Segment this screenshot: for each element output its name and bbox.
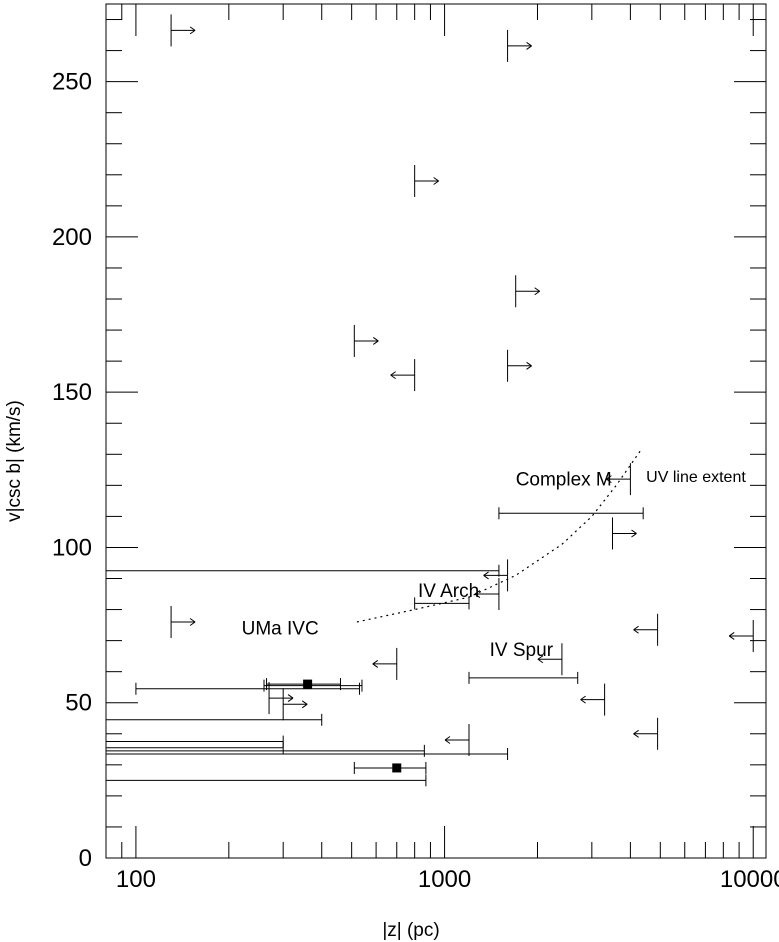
upper-limit-arrow-head-b: [606, 478, 612, 484]
upper-limit-arrow-head-b: [580, 699, 586, 704]
upper-limit-arrow: [580, 683, 606, 716]
lower-limit-arrow-head-b: [301, 703, 308, 709]
upper-limit-arrow: [633, 717, 659, 750]
lower-limit-arrow-head-a: [631, 529, 637, 534]
x-axis-label: |z| (pc): [382, 920, 439, 941]
upper-limit-arrow-head-b: [633, 629, 639, 634]
upper-limit-arrow: [390, 359, 416, 392]
range-bar: [105, 735, 284, 748]
range-bar: [105, 774, 427, 787]
plot-frame: [105, 3, 767, 859]
lower-limit-arrow-head-b: [287, 697, 294, 702]
upper-limit-arrow: [483, 559, 509, 592]
y-tick-label: 150: [52, 379, 92, 406]
lower-limit-arrow: [507, 29, 532, 62]
range-bar: [498, 507, 644, 520]
upper-limit-arrow-head-b: [372, 663, 379, 668]
upper-limit-arrow-head-a: [606, 475, 612, 480]
upper-limit-arrow-head-a: [728, 632, 735, 637]
upper-limit-arrow: [474, 578, 500, 611]
lower-limit-arrow-head-a: [534, 287, 540, 292]
upper-limit-arrow: [444, 723, 470, 756]
annotation-label: Complex M: [516, 469, 612, 490]
x-tick-label: 1000: [418, 866, 471, 893]
uv-extent-curve: [356, 450, 641, 623]
lower-limit-arrow-head-b: [373, 340, 379, 345]
detection-point: [353, 761, 427, 774]
lower-limit-arrow-head-b: [189, 29, 196, 35]
range-bar: [105, 747, 509, 760]
range-bar: [105, 741, 284, 754]
lower-limit-arrow-head-a: [189, 26, 196, 31]
range-bar: [414, 597, 470, 610]
upper-limit-arrow-head-b: [728, 635, 735, 640]
upper-limit-arrow-head-a: [633, 625, 639, 631]
upper-limit-arrow-head-b: [390, 374, 396, 380]
upper-limit-arrow: [606, 463, 631, 496]
detection-point: [266, 678, 341, 691]
annotation-label: UV line extent: [646, 469, 746, 486]
upper-limit-arrow-head-b: [483, 574, 489, 580]
y-tick-label: 250: [52, 69, 92, 96]
upper-limit-arrow-head-b: [537, 658, 544, 664]
detection-marker: [392, 763, 402, 773]
upper-limit-arrow: [633, 613, 659, 646]
annotation-label: IV Spur: [490, 640, 554, 661]
lower-limit-arrow-head-b: [534, 290, 540, 296]
annotation-label: IV Arch: [418, 581, 479, 602]
lower-limit-arrow: [353, 324, 379, 357]
lower-limit-arrow-head-a: [301, 700, 308, 705]
lower-limit-arrow-head-b: [631, 533, 637, 538]
lower-limit-arrow-head-b: [526, 365, 532, 370]
lower-limit-arrow-head-a: [287, 694, 294, 699]
upper-limit-arrow-head-a: [537, 655, 544, 660]
detection-marker: [303, 679, 313, 689]
lower-limit-arrow: [507, 349, 532, 382]
upper-limit-arrow-head-a: [390, 371, 396, 376]
upper-limit-arrow-head-a: [474, 590, 481, 595]
annotation-label: UMa IVC: [242, 618, 319, 639]
upper-limit-arrow-head-a: [483, 571, 489, 576]
upper-limit-arrow: [537, 643, 563, 676]
upper-limit-arrow-head-a: [633, 729, 639, 735]
range-bar: [105, 744, 425, 757]
y-tick-label: 100: [52, 534, 92, 561]
lower-limit-arrow-head-a: [433, 177, 439, 182]
x-tick-label: 100: [116, 866, 156, 893]
lower-limit-arrow: [170, 14, 196, 47]
upper-limit-arrow-head-a: [372, 659, 379, 665]
y-tick-label: 200: [52, 224, 92, 251]
lower-limit-arrow: [515, 275, 540, 308]
upper-limit-arrow-head-a: [444, 736, 451, 741]
lower-limit-arrow: [414, 165, 439, 198]
upper-limit-arrow: [372, 647, 398, 680]
upper-limit-arrow-head-b: [444, 739, 451, 744]
lower-limit-arrow-head-a: [373, 337, 379, 342]
range-bar: [105, 713, 323, 726]
lower-limit-arrow-head-a: [526, 42, 532, 47]
x-tick-label: 10000: [720, 866, 779, 893]
lower-limit-arrow: [268, 682, 294, 715]
upper-limit-arrow-head-b: [633, 733, 639, 738]
lower-limit-arrow-head-b: [433, 180, 439, 185]
lower-limit-arrow-head-a: [526, 361, 532, 367]
upper-limit-arrow-head-a: [580, 695, 586, 701]
range-bar: [105, 564, 500, 577]
y-tick-label: 0: [79, 845, 92, 872]
range-bar: [468, 671, 579, 684]
y-tick-label: 50: [65, 690, 92, 717]
lower-limit-arrow: [282, 688, 308, 721]
lower-limit-arrow: [170, 605, 196, 638]
lower-limit-arrow-head-b: [189, 621, 196, 626]
range-bar: [135, 682, 360, 695]
lower-limit-arrow: [611, 517, 637, 550]
lower-limit-arrow-head-a: [189, 618, 196, 623]
y-axis-label: v|csc b| (km/s): [4, 400, 25, 522]
upper-limit-arrow: [728, 619, 754, 652]
lower-limit-arrow-head-b: [526, 45, 532, 50]
range-bar: [263, 679, 363, 692]
